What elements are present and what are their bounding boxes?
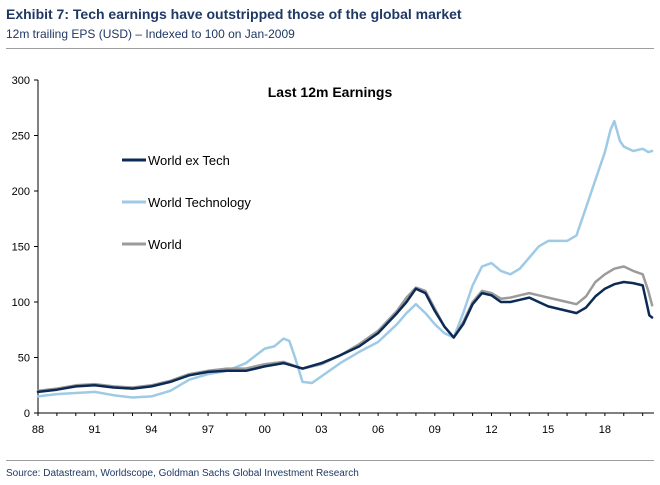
legend: World ex Tech World Technology World <box>122 153 251 252</box>
x-tick-label: 18 <box>599 424 611 436</box>
legend-label-world-ex-tech: World ex Tech <box>148 153 230 168</box>
x-tick-label: 12 <box>485 424 497 436</box>
x-axis: 88 91 94 97 00 03 06 09 12 15 18 <box>32 412 654 436</box>
y-tick-label: 150 <box>12 242 30 254</box>
x-tick-label: 00 <box>259 424 271 436</box>
y-axis: 0 50 100 150 200 250 300 <box>12 75 39 420</box>
y-tick-label: 100 <box>12 297 30 309</box>
series-layer <box>36 119 654 399</box>
x-tick-label: 94 <box>145 424 157 436</box>
x-tick-label: 09 <box>429 424 441 436</box>
y-tick-label: 200 <box>12 186 30 198</box>
exhibit-subtitle: 12m trailing EPS (USD) – Indexed to 100 … <box>6 27 295 41</box>
series-line-world <box>36 265 654 393</box>
series-line-world-ex-tech <box>36 280 654 394</box>
legend-label-world-technology: World Technology <box>148 195 251 210</box>
x-tick-label: 97 <box>202 424 214 436</box>
y-tick-label: 250 <box>12 131 30 143</box>
x-tick-label: 06 <box>372 424 384 436</box>
x-tick-label: 91 <box>89 424 101 436</box>
y-tick-label: 0 <box>24 408 30 420</box>
line-chart: 0 50 100 150 200 250 300 88 91 94 97 00 03 06 09 12 15 1… <box>12 75 654 436</box>
y-tick-label: 300 <box>12 75 30 87</box>
y-tick-label: 50 <box>18 353 30 365</box>
bottom-rule <box>6 460 654 461</box>
x-tick-label: 15 <box>542 424 554 436</box>
legend-label-world: World <box>148 237 182 252</box>
chart-title: Last 12m Earnings <box>268 84 393 100</box>
x-tick-label: 03 <box>315 424 327 436</box>
exhibit-title: Exhibit 7: Tech earnings have outstrippe… <box>6 6 462 22</box>
x-tick-label: 88 <box>32 424 44 436</box>
source-note: Source: Datastream, Worldscope, Goldman … <box>6 468 359 479</box>
series-line-world-technology <box>36 119 654 399</box>
top-rule <box>6 48 654 49</box>
